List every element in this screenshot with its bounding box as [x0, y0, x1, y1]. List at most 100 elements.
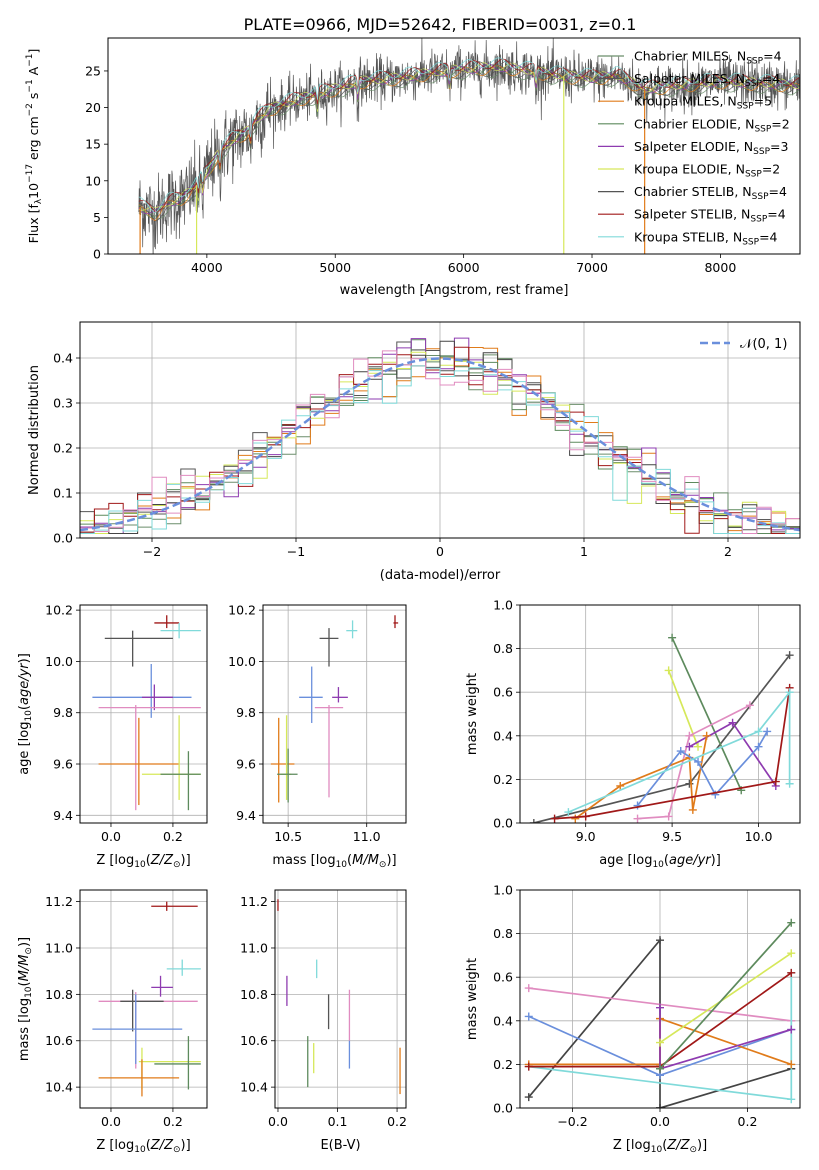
panel-age_vs_Z: 0.0 0.29.49.69.810.010.2Z [log10(Z/Z⊙)]ag…: [17, 603, 208, 870]
y-tick-label: 9.8: [53, 705, 73, 720]
axes-frame: [79, 604, 208, 824]
label-part: M/M: [352, 853, 379, 868]
ylabel-part: A: [26, 66, 41, 79]
figure-title: PLATE=0966, MJD=52642, FIBERID=0031, z=0…: [244, 15, 637, 34]
data-point-0: [393, 615, 399, 629]
series-marker: [694, 742, 703, 751]
label-part: ⊙: [24, 947, 34, 955]
series-marker: [564, 808, 573, 817]
ylabel-sup: −1: [25, 54, 35, 67]
label-part: 10: [336, 860, 348, 870]
label-part: Z [log: [613, 1138, 651, 1153]
label-part: 10: [134, 1145, 146, 1155]
panel-spectrum: 4000 5000 6000 7000 8000 0 5 10 15 20 25 Chabrier M…: [25, 37, 801, 298]
panel-weight_vs_Z: −0.2 0.0 0.2 0.0 0.2 0.4 0.6 0.8 1.0 mass weight Z…: [465, 883, 801, 1155]
data-point-4: [120, 989, 164, 1032]
panel-mass_vs_Z: 0.0 0.210.410.610.811.011.2Z [log10(Z/Z⊙)…: [17, 889, 208, 1155]
data-point-1: [166, 959, 201, 976]
series-marker: [656, 1038, 664, 1047]
x-tick-label: 11.0: [353, 829, 381, 844]
label-part: 10: [24, 986, 34, 998]
series-marker: [754, 742, 763, 751]
label-part: (: [664, 853, 669, 868]
y-axis-label: mass weight: [465, 673, 480, 755]
label-part: (: [17, 981, 32, 986]
label-part: )]: [181, 853, 191, 868]
series-marker: [616, 781, 625, 790]
label-part: 10: [24, 710, 34, 722]
y-axis-label: Flux [fλ10−17 erg cm−2 s−1 A−1]: [25, 49, 44, 244]
label-part: (: [347, 853, 352, 868]
label-part: (: [662, 1138, 667, 1153]
x-tick-label: 2: [724, 544, 732, 559]
label-part: )]: [711, 853, 721, 868]
legend-sub: SSP: [737, 102, 754, 112]
y-axis-label: age [log10(age/yr)]: [17, 653, 34, 775]
legend-suffix: =3: [770, 139, 788, 154]
series-marker: [524, 1093, 533, 1102]
y-tick-label: 10.0: [228, 654, 256, 669]
y-tick-label: 0.2: [493, 1057, 513, 1072]
model-spectrum-8: [138, 57, 800, 214]
label-part: ⊙: [173, 1145, 181, 1155]
y-tick-label: 10: [85, 173, 101, 188]
series-marker: [668, 633, 677, 642]
label-part: M/M: [17, 955, 32, 982]
y-tick-label: 15: [85, 137, 101, 152]
series-line-6: [636, 730, 768, 807]
legend-suffix: =4: [769, 184, 787, 199]
label-part: age [log: [599, 853, 652, 868]
data-point-7: [154, 1036, 201, 1090]
series-marker: [754, 727, 763, 736]
ylabel-sup: −1: [25, 79, 35, 92]
legend-sub: SSP: [745, 170, 762, 180]
x-tick-label: 0.1: [328, 1114, 348, 1129]
legend-label: Chabrier MILES, NSSP=4: [634, 49, 782, 67]
series-marker: [694, 757, 703, 766]
legend-label: 𝒩(0, 1): [740, 337, 787, 352]
legend-suffix: =2: [762, 162, 780, 177]
data-point-1: [346, 620, 358, 639]
axes-frame: [274, 889, 407, 1109]
label-part: ⊙: [689, 1145, 697, 1155]
series-marker: [771, 777, 780, 786]
series-marker: [787, 949, 796, 958]
legend-suffix: =4: [767, 207, 785, 222]
plot-area-age_vs_mass: [263, 605, 406, 823]
legend-sub: SSP: [753, 147, 770, 157]
ylabel-part: 10: [26, 183, 41, 199]
y-tick-label: 0.4: [493, 728, 513, 743]
y-tick-label: 0.3: [53, 396, 73, 411]
label-part: ⊙: [379, 860, 387, 870]
y-tick-label: 11.2: [45, 894, 73, 909]
label-part: age/yr: [17, 662, 32, 705]
legend-sub: SSP: [752, 192, 769, 202]
data-point-2: [151, 975, 173, 997]
label-part: (: [146, 853, 151, 868]
label-part: age/yr: [669, 853, 712, 868]
y-tick-label: 10.4: [240, 1080, 268, 1095]
x-axis-label: (data-model)/error: [380, 568, 501, 583]
y-tick-label: 1.0: [493, 598, 513, 613]
x-tick-label: 8000: [704, 260, 736, 275]
data-point-0: [154, 615, 180, 629]
legend-label: Salpeter STELIB, NSSP=4: [634, 207, 786, 225]
label-part: age [log: [17, 722, 32, 775]
ylabel-part: s: [26, 93, 41, 104]
x-axis-label: wavelength [Angstrom, rest frame]: [340, 283, 569, 298]
series-marker: [581, 812, 590, 821]
data-point-8: [98, 1059, 180, 1097]
data-point-6: [98, 717, 180, 806]
y-tick-label: 10.8: [240, 987, 268, 1002]
histogram-1: [80, 341, 800, 533]
panel-age_vs_mass: 10.5 11.0 9.4 9.6 9.8 10.0 10.2 mass [log10(M/M…: [228, 603, 407, 870]
y-tick-label: 0.8: [493, 926, 513, 941]
x-tick-label: 9.0: [576, 829, 596, 844]
label-part: )]: [386, 853, 396, 868]
y-tick-label: 10.6: [240, 1033, 268, 1048]
x-tick-label: −2: [143, 544, 161, 559]
y-tick-label: 0.4: [493, 1013, 513, 1028]
series-marker: [656, 936, 664, 945]
label-part: 10: [134, 860, 146, 870]
